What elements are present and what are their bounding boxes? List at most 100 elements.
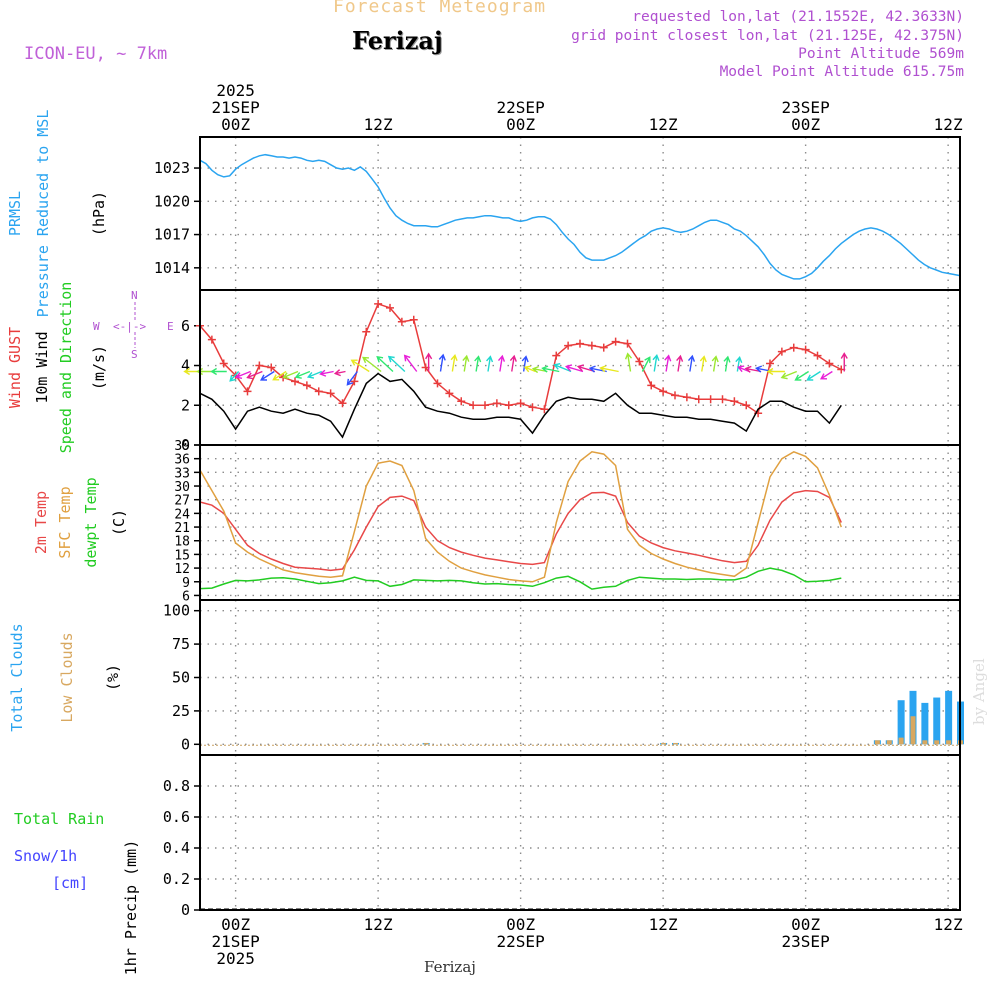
- gust-marker: [433, 379, 442, 388]
- wind-direction-arrow: [333, 369, 346, 377]
- wind-direction-arrow: [272, 370, 287, 381]
- y-tick-label: 6: [181, 317, 190, 335]
- gust-marker: [314, 387, 323, 396]
- wind-direction-arrow: [806, 370, 821, 381]
- gust-marker: [409, 315, 418, 324]
- ylabel-10m-wind: 10m Wind: [33, 331, 51, 403]
- top-time-label: 2025: [216, 81, 255, 100]
- gust-marker: [326, 389, 335, 398]
- wind-direction-arrow: [766, 367, 785, 376]
- y-tick-label: 30: [174, 480, 190, 495]
- wind-direction-arrow: [723, 355, 731, 372]
- gust-marker: [671, 391, 679, 400]
- gust-marker: [516, 399, 525, 408]
- ylabel--hpa-: (hPa): [90, 191, 108, 236]
- wind-direction-arrow: [564, 364, 584, 373]
- gust-marker: [659, 387, 668, 396]
- wind-direction-arrow: [553, 362, 572, 373]
- y-tick-label: 12: [174, 562, 190, 577]
- gust-marker: [694, 395, 703, 404]
- wind-direction-arrow: [711, 355, 719, 372]
- gust-marker: [338, 399, 347, 408]
- y-tick-label: 0: [181, 436, 190, 454]
- y-tick-label: 1023: [154, 159, 190, 177]
- y-tick-label: 75: [172, 635, 190, 653]
- wind-direction-arrow: [687, 354, 696, 372]
- precip-legend-1: Snow/1h: [14, 847, 77, 865]
- low-cloud-bar: [922, 740, 928, 745]
- top-time-label: 22SEP: [497, 98, 545, 117]
- ylabel-sfc-temp: SFC Temp: [56, 486, 74, 558]
- wind-direction-arrow: [699, 355, 707, 372]
- wind-direction-arrow: [362, 356, 382, 373]
- wind-direction-arrow: [346, 371, 358, 386]
- top-time-label: 12Z: [934, 115, 963, 134]
- panel-clouds: 0 25 50 75 100: [163, 599, 964, 756]
- gust-marker: [397, 317, 406, 326]
- gust-marker: [255, 361, 264, 370]
- low-cloud-bar: [886, 740, 892, 745]
- compass-east-label: E: [167, 320, 174, 333]
- gust-marker: [552, 351, 561, 360]
- low-cloud-bar: [946, 740, 952, 745]
- series-dewpt-temp: [199, 567, 842, 590]
- gust-marker: [647, 381, 656, 390]
- precip-legend-2: [cm]: [52, 874, 88, 892]
- wind-direction-arrow: [294, 370, 311, 379]
- bottom-time-label: 00Z: [791, 915, 820, 934]
- bottom-time-label: 12Z: [649, 915, 678, 934]
- model-point-altitude: Model Point Altitude 615.75m: [719, 64, 964, 80]
- top-time-label: 00Z: [791, 115, 820, 134]
- y-tick-label: 21: [174, 521, 190, 536]
- y-tick-label: 18: [174, 535, 190, 550]
- wind-direction-arrow: [624, 352, 633, 372]
- panel-frame: [199, 754, 961, 911]
- series-prmsl: [199, 153, 961, 280]
- ylabel--m-s-: (m/s): [90, 345, 108, 390]
- wind-direction-arrow: [350, 359, 370, 373]
- y-tick-label: 27: [174, 494, 190, 509]
- ylabel-precip: 1hr Precip (mm): [122, 840, 140, 975]
- gust-marker: [540, 405, 549, 414]
- wind-direction-arrow: [541, 365, 560, 373]
- wind-direction-arrow: [462, 354, 470, 372]
- gust-marker: [457, 397, 466, 406]
- bottom-time-label: 22SEP: [497, 932, 545, 951]
- low-cloud-bar: [673, 742, 678, 745]
- top-time-label: 21SEP: [212, 98, 260, 117]
- wind-direction-arrow: [235, 370, 251, 380]
- model-label: ICON-EU, ~ 7km: [24, 44, 168, 64]
- wind-direction-arrow: [259, 370, 275, 381]
- y-tick-label: 0.6: [163, 808, 190, 826]
- y-tick-label: 0: [181, 901, 190, 919]
- gust-marker: [243, 387, 252, 396]
- gust-marker: [207, 335, 216, 344]
- wind-direction-arrow: [523, 365, 536, 373]
- wind-direction-arrow: [840, 352, 848, 372]
- bottom-time-label: 12Z: [934, 915, 963, 934]
- wind-direction-arrow: [780, 370, 798, 380]
- y-tick-label: 0.8: [163, 777, 190, 795]
- wind-direction-arrow: [641, 356, 651, 372]
- gust-marker: [742, 401, 751, 410]
- series-2m-temp: [199, 489, 842, 572]
- gust-marker: [564, 341, 573, 350]
- wind-direction-arrow: [319, 369, 334, 377]
- wind-direction-arrow: [676, 354, 684, 372]
- point-altitude: Point Altitude 569m: [798, 46, 964, 62]
- gust-marker: [481, 401, 489, 410]
- y-tick-label: 1017: [154, 226, 190, 244]
- gust-marker: [635, 357, 644, 366]
- ylabel-speed-and-direction: Speed and Direction: [57, 282, 75, 454]
- gust-marker: [267, 363, 276, 372]
- panel-pressure: 1014 1017 1020 1023: [154, 136, 961, 291]
- ylabel--: (%): [104, 664, 122, 691]
- gust-marker: [374, 299, 383, 308]
- wind-direction-arrow: [497, 354, 506, 372]
- gust-marker: [801, 345, 810, 354]
- bottom-time-label: 00Z: [221, 915, 250, 934]
- gust-marker: [813, 351, 822, 360]
- total-cloud-bar: [897, 700, 905, 745]
